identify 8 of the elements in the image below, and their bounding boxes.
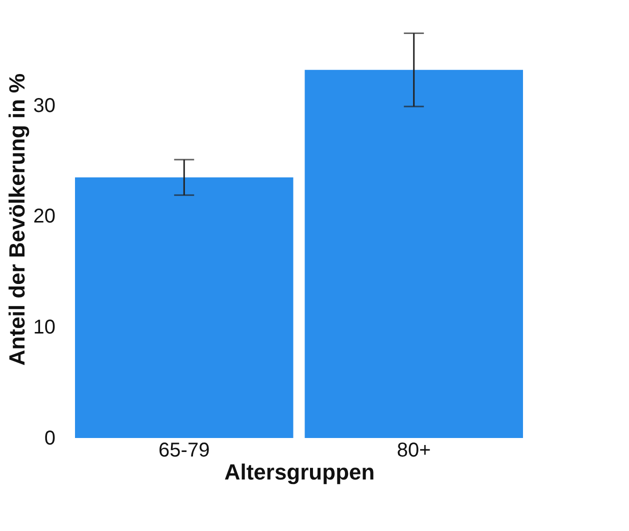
x-tick-label: 80+ [396, 440, 431, 462]
y-tick-label: 20 [33, 206, 56, 228]
y-tick-label: 0 [44, 428, 56, 450]
x-axis-title: Altersgruppen [224, 460, 375, 484]
y-tick-label: 30 [33, 94, 56, 117]
x-tick-label: 65-79 [158, 440, 210, 462]
y-axis-title: Anteil der Bevölkerung in % [4, 73, 30, 366]
y-tick-label: 10 [33, 316, 56, 339]
